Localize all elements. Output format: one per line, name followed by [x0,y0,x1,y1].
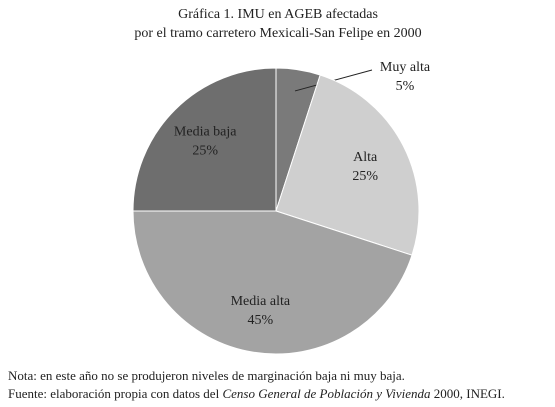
slice-label: Media alta [231,294,291,309]
slice-value: 25% [352,169,378,184]
chart-title: Gráfica 1. IMU en AGEB afectadas [178,7,378,22]
source-title: Censo General de Población y Vivienda [222,386,431,401]
source: Fuente: elaboración propia con datos del… [8,386,505,402]
source-text: Fuente: elaboración propia con datos del [8,386,223,401]
slice-value: 45% [248,313,274,328]
slice-value: 25% [192,143,218,158]
pie-slice [132,67,277,212]
source-text: 2000, INEGI. [430,386,505,401]
slice-label: Alta [353,150,378,165]
chart: Gráfica 1. IMU en AGEB afectadas por el … [132,7,431,355]
slice-label: Media baja [174,124,237,139]
note: Nota: en este año no se produjeron nivel… [8,368,405,383]
pie-slice [275,74,420,256]
slice-value: 5% [396,79,415,94]
pie-slice [132,210,413,355]
chart-subtitle: por el tramo carretero Mexicali-San Feli… [134,26,421,41]
slice-label: Muy alta [380,60,431,75]
